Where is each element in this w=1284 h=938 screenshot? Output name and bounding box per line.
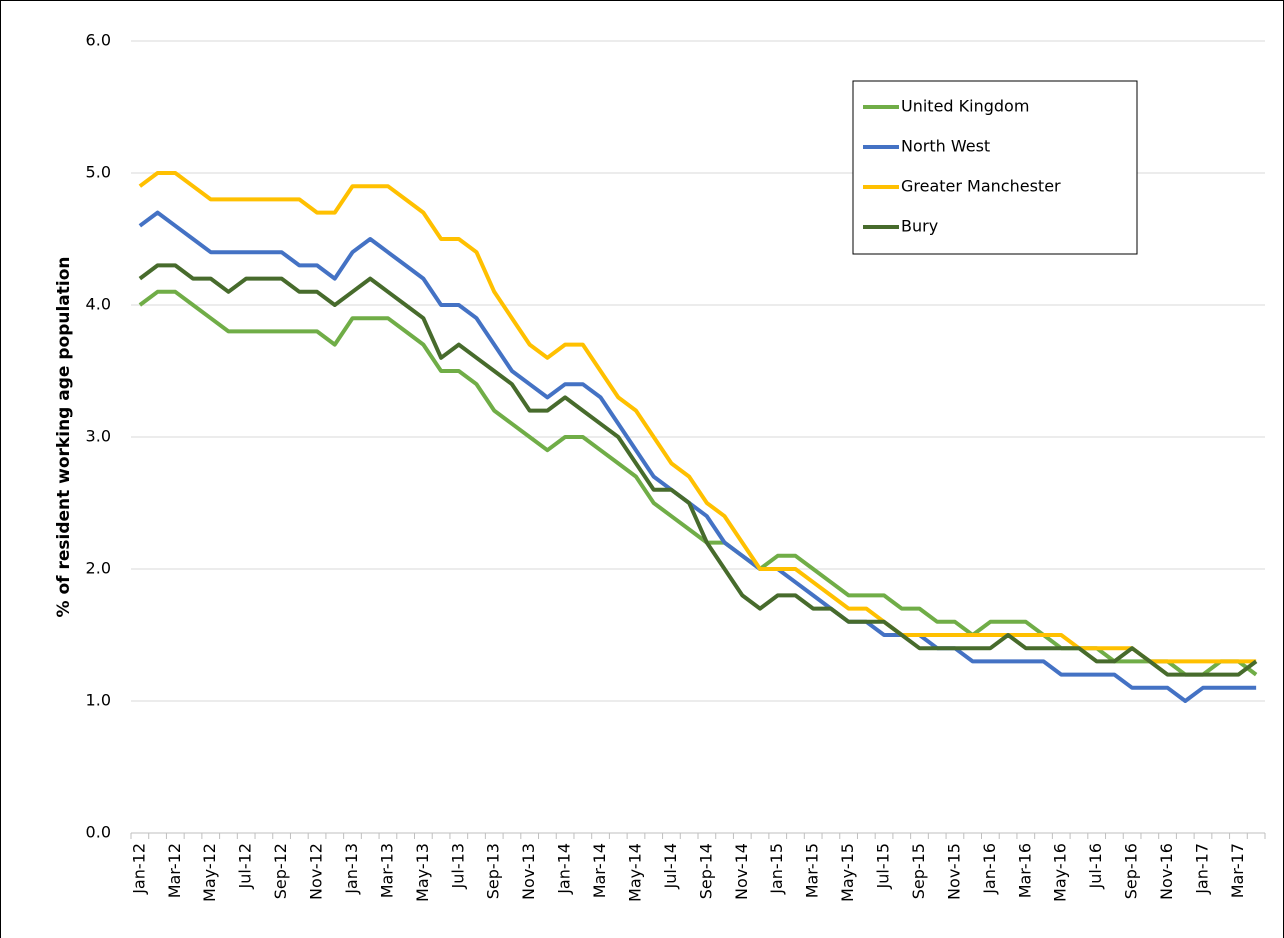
x-tick-label: Jan-17 [1192, 843, 1211, 895]
y-tick-label: 6.0 [86, 31, 111, 50]
x-tick-label: Jul-15 [874, 843, 893, 889]
x-tick-label: Mar-12 [165, 843, 184, 898]
x-tick-label: May-13 [413, 843, 432, 902]
y-tick-label: 2.0 [86, 559, 111, 578]
x-tick-label: Jul-14 [661, 843, 680, 889]
x-tick-label: Sep-15 [909, 843, 928, 899]
legend-label: Bury [901, 217, 938, 236]
x-tick-label: Jan-14 [555, 843, 574, 895]
x-tick-label: May-12 [200, 843, 219, 902]
x-tick-label: Nov-15 [944, 843, 963, 900]
x-tick-label: Sep-13 [484, 843, 503, 899]
x-tick-label: Sep-14 [696, 843, 715, 899]
x-tick-label: Mar-16 [1015, 843, 1034, 898]
legend-box [852, 80, 1138, 255]
x-tick-label: Jan-12 [129, 843, 148, 895]
x-tick-label: Jul-12 [236, 843, 255, 889]
x-tick-label: May-16 [1051, 843, 1070, 902]
y-tick-label: 3.0 [86, 427, 111, 446]
y-axis-title: % of resident working age population [54, 257, 74, 618]
y-tick-label: 5.0 [86, 163, 111, 182]
x-tick-label: Nov-16 [1157, 843, 1176, 900]
x-tick-label: Mar-13 [377, 843, 396, 898]
x-tick-label: May-15 [838, 843, 857, 902]
x-tick-label: Nov-14 [732, 843, 751, 900]
y-tick-label: 4.0 [86, 295, 111, 314]
legend-label: North West [901, 137, 990, 156]
x-tick-label: Jul-13 [448, 843, 467, 889]
x-tick-label: Jul-16 [1086, 843, 1105, 889]
line-series [138, 263, 1258, 677]
x-tick-label: Mar-17 [1228, 843, 1247, 898]
x-tick-label: Nov-13 [519, 843, 538, 900]
legend-label: United Kingdom [901, 97, 1029, 116]
line-series [138, 171, 1257, 664]
line-series [138, 210, 1257, 703]
x-tick-label: Jan-13 [342, 843, 361, 895]
x-tick-label: May-14 [625, 843, 644, 902]
x-tick-label: Nov-12 [307, 843, 326, 900]
x-tick-label: Mar-15 [803, 843, 822, 898]
legend-label: Greater Manchester [901, 177, 1061, 196]
x-tick-label: Mar-14 [590, 843, 609, 898]
y-tick-label: 0.0 [86, 823, 111, 842]
y-tick-label: 1.0 [86, 691, 111, 710]
x-tick-label: Sep-16 [1122, 843, 1141, 899]
x-tick-label: Sep-12 [271, 843, 290, 899]
x-tick-label: Jan-16 [980, 843, 999, 895]
x-tick-label: Jan-15 [767, 843, 786, 895]
